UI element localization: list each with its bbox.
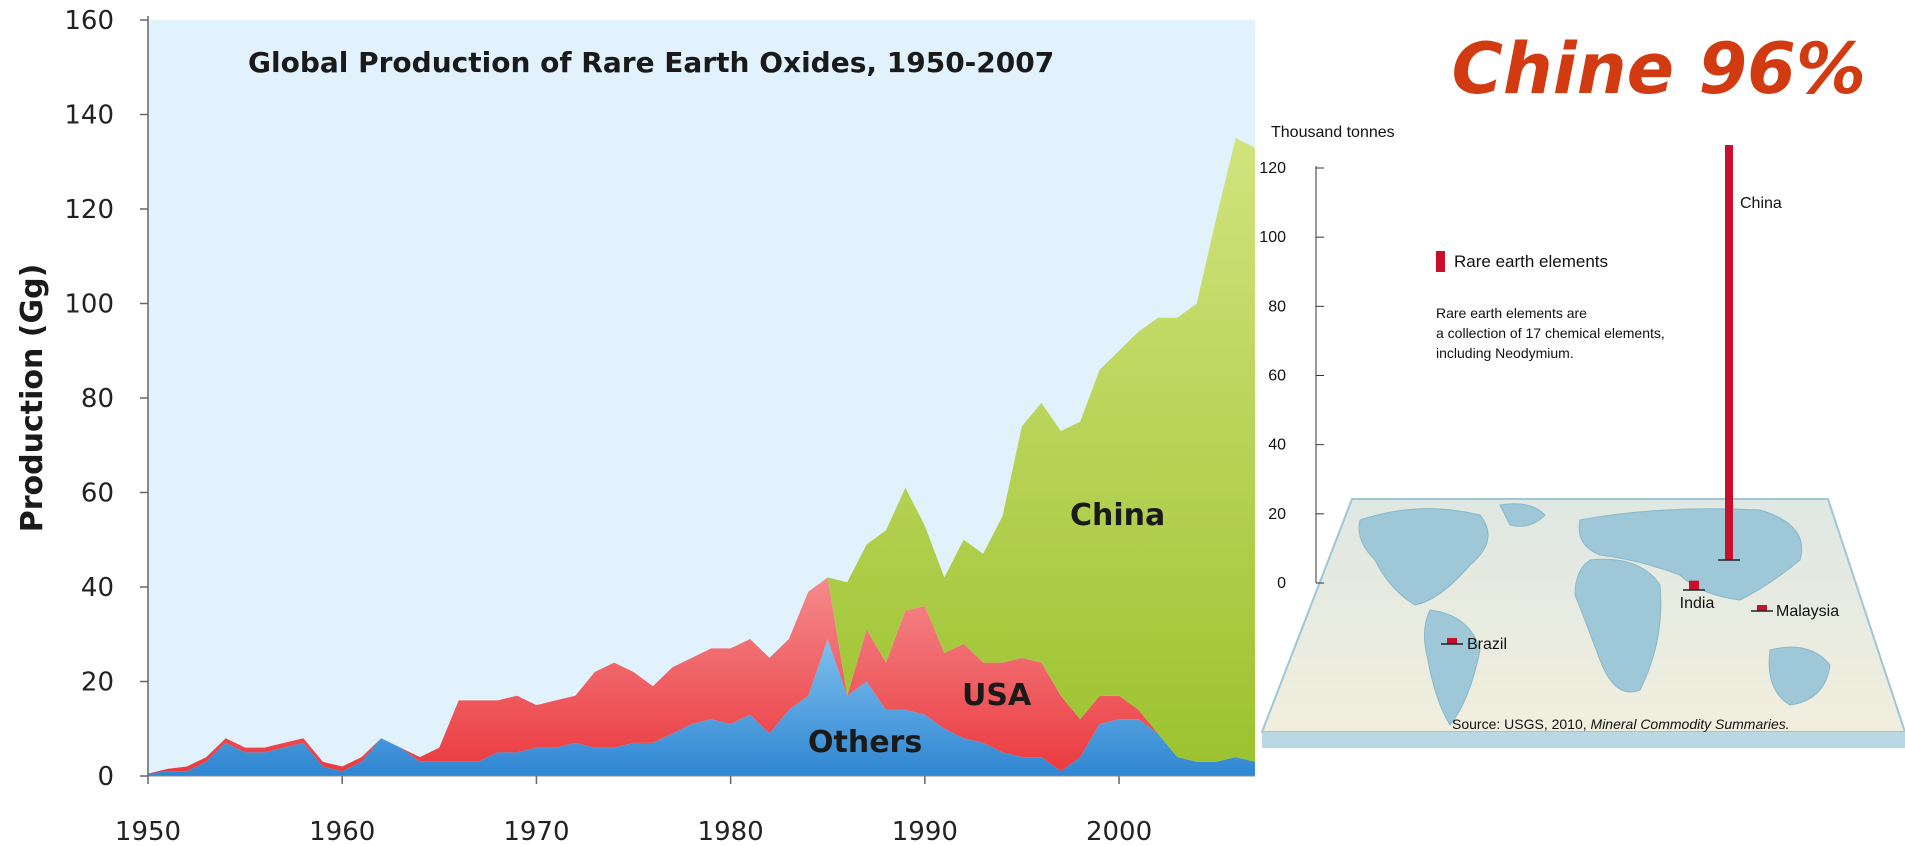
area-china bbox=[148, 138, 1255, 774]
y-axis-label: Production (Gg) bbox=[15, 264, 50, 533]
bar-china bbox=[1725, 145, 1733, 560]
y-tick-label: 100 bbox=[64, 290, 114, 320]
y-tick-label: 140 bbox=[64, 101, 114, 131]
right-y-axis: 0 20 40 60 80 100 120 bbox=[1259, 160, 1324, 592]
australia-shape bbox=[1768, 646, 1831, 706]
bar-label-malaysia: Malaysia bbox=[1776, 603, 1839, 620]
x-tick-label: 1950 bbox=[115, 817, 181, 846]
south-america-shape bbox=[1424, 609, 1481, 726]
headline-text: Chine 96% bbox=[1452, 28, 1866, 110]
y-tick-label: 40 bbox=[81, 573, 114, 603]
right-y-tick-label: 20 bbox=[1268, 506, 1286, 523]
x-tick-label: 1970 bbox=[503, 817, 569, 846]
right-y-tick-label: 120 bbox=[1259, 160, 1286, 177]
note-line: Rare earth elements are bbox=[1436, 305, 1587, 321]
x-tick-label: 1960 bbox=[309, 817, 375, 846]
x-tick-label: 1990 bbox=[892, 817, 958, 846]
note-line: including Neodymium. bbox=[1436, 345, 1574, 361]
right-y-axis-label: Thousand tonnes bbox=[1271, 124, 1395, 141]
right-y-tick-label: 40 bbox=[1268, 437, 1286, 454]
bar-label-china: China bbox=[1740, 195, 1782, 212]
right-y-tick-label: 100 bbox=[1259, 229, 1286, 246]
right-y-tick-label: 0 bbox=[1277, 575, 1286, 592]
chart-title: Global Production of Rare Earth Oxides, … bbox=[248, 46, 1054, 79]
right-y-tick-label: 80 bbox=[1268, 298, 1286, 315]
x-tick-label: 1980 bbox=[698, 817, 764, 846]
area-layers bbox=[148, 138, 1255, 776]
bar-brazil bbox=[1447, 638, 1457, 644]
bar-india bbox=[1689, 580, 1699, 590]
country-bars: China India Malaysia Brazil bbox=[1441, 145, 1839, 653]
right-y-tick-label: 60 bbox=[1268, 368, 1286, 385]
bar-label-brazil: Brazil bbox=[1467, 636, 1507, 653]
eurasia-shape bbox=[1578, 508, 1802, 601]
right-bar-infographic: 0 20 40 60 80 100 120 Thousand tonnes Rare ear… bbox=[1259, 124, 1905, 748]
area-usa bbox=[148, 577, 1255, 774]
y-tick-label: 0 bbox=[97, 762, 114, 792]
world-map-panel bbox=[1260, 498, 1905, 748]
y-tick-label: 120 bbox=[64, 195, 114, 225]
north-america-shape bbox=[1358, 508, 1489, 606]
map-panel-edge bbox=[1262, 732, 1905, 748]
y-tick-label: 60 bbox=[81, 479, 114, 509]
source-note: Source: USGS, 2010, Mineral Commodity Su… bbox=[1452, 716, 1790, 732]
legend-label: Rare earth elements bbox=[1454, 252, 1608, 271]
x-tick-label: 2000 bbox=[1086, 817, 1152, 846]
area-others bbox=[148, 639, 1255, 776]
africa-shape bbox=[1574, 558, 1662, 693]
greenland-shape bbox=[1499, 503, 1546, 527]
bar-malaysia bbox=[1757, 605, 1767, 611]
area-label-china: China bbox=[1070, 498, 1165, 533]
x-axis-ticks: 1950 1960 1970 1980 1990 2000 bbox=[115, 775, 1255, 846]
area-label-others: Others bbox=[808, 725, 922, 760]
y-tick-label: 160 bbox=[64, 6, 114, 36]
y-axis-ticks: 0 20 40 60 80 100 120 140 160 bbox=[64, 6, 148, 792]
area-label-usa: USA bbox=[962, 678, 1032, 713]
y-tick-label: 80 bbox=[81, 384, 114, 414]
legend-swatch bbox=[1436, 251, 1445, 272]
y-tick-label: 20 bbox=[81, 668, 114, 698]
bar-label-india: India bbox=[1680, 595, 1715, 612]
note-line: a collection of 17 chemical elements, bbox=[1436, 325, 1665, 341]
